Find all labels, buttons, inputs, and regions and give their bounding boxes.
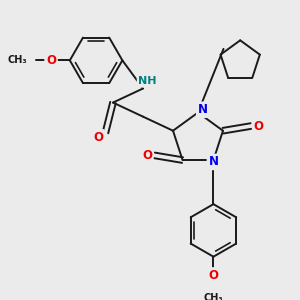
- Text: O: O: [46, 54, 56, 67]
- Text: O: O: [93, 131, 103, 144]
- Text: NH: NH: [138, 76, 157, 86]
- Text: N: N: [208, 155, 218, 169]
- Text: O: O: [142, 149, 152, 162]
- Text: CH₃: CH₃: [7, 56, 27, 65]
- Text: N: N: [198, 103, 208, 116]
- Text: CH₃: CH₃: [204, 293, 223, 300]
- Text: O: O: [208, 269, 218, 282]
- Text: O: O: [254, 119, 264, 133]
